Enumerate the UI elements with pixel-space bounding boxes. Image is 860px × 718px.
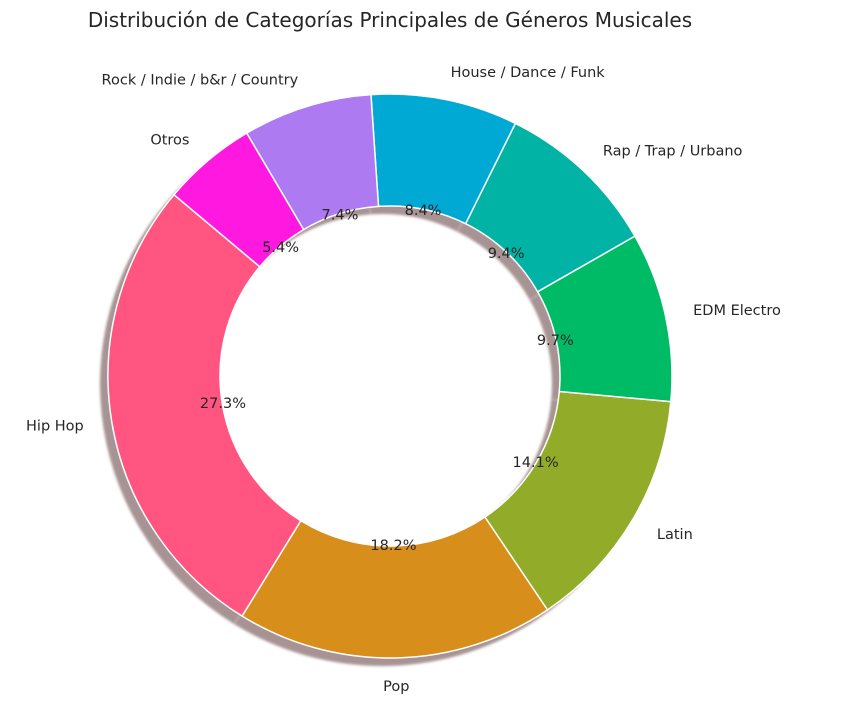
percent-label-rap-trap-urbano: 9.4% (488, 246, 525, 262)
slice-hip-hop (107, 193, 302, 618)
chart-slices (107, 93, 673, 659)
percent-label-hip-hop: 27.3% (200, 396, 246, 412)
category-label-rock-indie-b-r-country: Rock / Indie / b&r / Country (102, 73, 299, 89)
category-label-house-dance-funk: House / Dance / Funk (451, 65, 606, 81)
percent-label-house-dance-funk: 8.4% (405, 203, 442, 219)
percent-label-rock-indie-b-r-country: 7.4% (322, 207, 359, 223)
slice-otros (172, 132, 305, 268)
category-label-rap-trap-urbano: Rap / Trap / Urbano (603, 143, 743, 159)
category-label-hip-hop: Hip Hop (26, 419, 84, 435)
category-label-latin: Latin (657, 527, 693, 543)
chart-title: Distribución de Categorías Principales d… (88, 8, 692, 32)
percent-label-otros: 5.4% (262, 240, 299, 256)
category-label-pop: Pop (383, 679, 409, 695)
percent-label-pop: 18.2% (370, 538, 416, 554)
category-label-otros: Otros (150, 132, 189, 148)
percent-label-edm-electro: 9.7% (537, 333, 574, 349)
percent-label-latin: 14.1% (513, 455, 559, 471)
slice-pop (241, 515, 549, 659)
category-label-edm-electro: EDM Electro (693, 303, 781, 319)
chart-labels: Hip Hop 27.3% Pop 18.2% Latin 14.1% EDM Electr… (26, 65, 781, 695)
